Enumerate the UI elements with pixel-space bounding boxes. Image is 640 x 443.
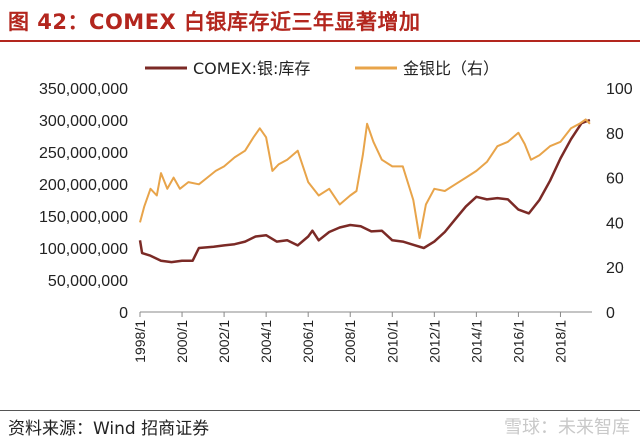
right-axis-tick-label: 100 — [606, 81, 633, 98]
right-axis-tick-label: 20 — [606, 260, 624, 277]
figure-title: 图 42：COMEX 白银库存近三年显著增加 — [8, 10, 421, 34]
left-axis-tick-label: 250,000,000 — [39, 145, 128, 162]
source-note: 资料来源：Wind 招商证券 — [8, 419, 210, 439]
chart: 0 50,000,000 100,000,000 150,000,000 200,000… — [39, 59, 633, 363]
legend-label: 金银比（右） — [403, 59, 499, 78]
left-axis-tick-label: 100,000,000 — [39, 241, 128, 258]
right-axis-tick-label: 0 — [606, 305, 615, 322]
left-axis-tick-label: 150,000,000 — [39, 209, 128, 226]
left-axis-tick-label: 350,000,000 — [39, 81, 128, 98]
legend-label: COMEX:银:库存 — [193, 59, 310, 78]
left-axis-tick-label: 200,000,000 — [39, 177, 128, 194]
x-axis-tick-label: 2010/1 — [384, 320, 400, 363]
series-line-gold-silver-ratio — [139, 118, 591, 240]
left-axis-tick-label: 300,000,000 — [39, 113, 128, 130]
x-axis-tick-label: 2014/1 — [468, 320, 484, 363]
x-axis-tick-label: 2002/1 — [216, 320, 232, 363]
x-axis-tick-label: 2016/1 — [510, 320, 526, 363]
x-axis-tick-label: 2008/1 — [342, 320, 358, 363]
watermark-text: 雪球：未来智库 — [504, 417, 630, 438]
x-axis-tick-label: 2006/1 — [300, 320, 316, 363]
title-rule — [0, 40, 640, 42]
source-rule — [0, 410, 640, 411]
left-axis-tick-label: 0 — [119, 305, 128, 322]
x-axis-tick-label: 2018/1 — [552, 320, 568, 363]
x-axis-tick-label: 2000/1 — [174, 320, 190, 363]
x-axis-tick-label: 1998/1 — [132, 320, 148, 363]
left-axis-tick-label: 50,000,000 — [48, 273, 128, 290]
right-axis-tick-label: 40 — [606, 215, 624, 232]
right-axis-tick-label: 60 — [606, 171, 624, 188]
x-axis-tick-label: 2012/1 — [426, 320, 442, 363]
x-axis-tick-label: 2004/1 — [258, 320, 274, 363]
right-axis-tick-label: 80 — [606, 126, 624, 143]
series-line-inventory — [138, 118, 591, 264]
